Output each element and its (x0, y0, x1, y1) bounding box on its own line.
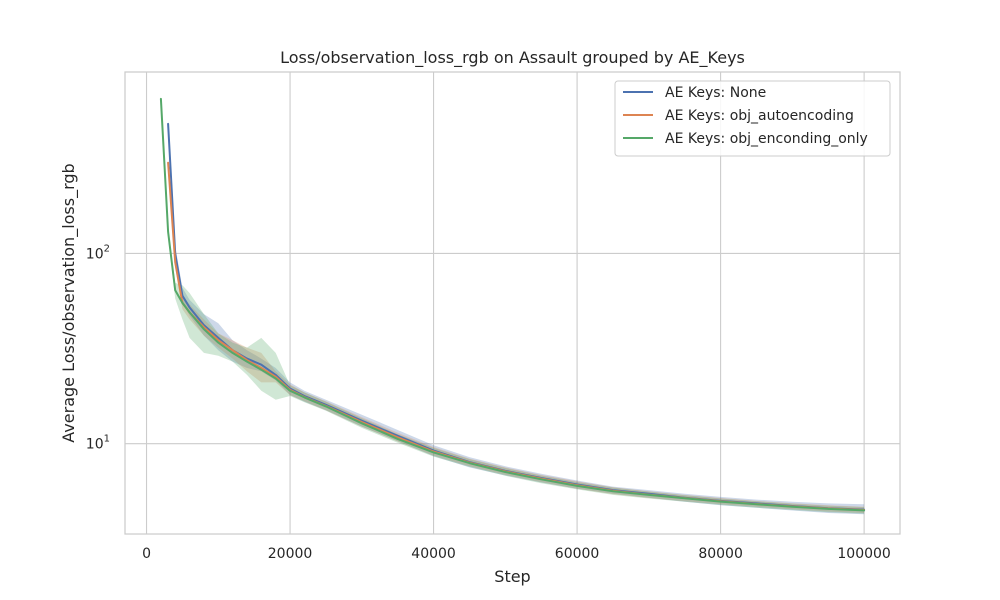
legend: AE Keys: None AE Keys: obj_autoencoding AE… (614, 80, 891, 157)
legend-label: AE Keys: None (665, 85, 766, 101)
y-axis-label: Average Loss/observation_loss_rgb (59, 163, 79, 442)
series-line-0 (167, 122, 866, 511)
tick-labels: 0 20000 40000 60000 80000 100000 101 102 (86, 243, 891, 562)
plot-frame (124, 71, 901, 535)
legend-label: AE Keys: obj_enconding_only (665, 131, 868, 147)
series-line-1 (167, 161, 866, 511)
x-tick-label: 40000 (411, 546, 456, 562)
series-line-2 (159, 97, 866, 512)
x-tick-label: 60000 (555, 546, 600, 562)
x-tick-label: 0 (142, 546, 151, 562)
legend-label: AE Keys: obj_autoencoding (665, 108, 854, 124)
confidence-band-1 (168, 157, 865, 513)
chart-title: Loss/observation_loss_rgb on Assault gro… (280, 48, 745, 68)
y-tick-label: 102 (86, 243, 110, 262)
x-tick-label: 80000 (698, 546, 743, 562)
x-tick-label: 20000 (268, 546, 313, 562)
confidence-band-2 (160, 96, 865, 514)
x-axis-label: Step (494, 567, 530, 586)
confidence-bands (160, 96, 865, 515)
series-lines (159, 97, 866, 512)
y-tick-label: 101 (86, 434, 110, 453)
legend-frame (614, 80, 891, 157)
x-tick-label: 100000 (837, 546, 890, 562)
confidence-band-0 (168, 120, 865, 515)
